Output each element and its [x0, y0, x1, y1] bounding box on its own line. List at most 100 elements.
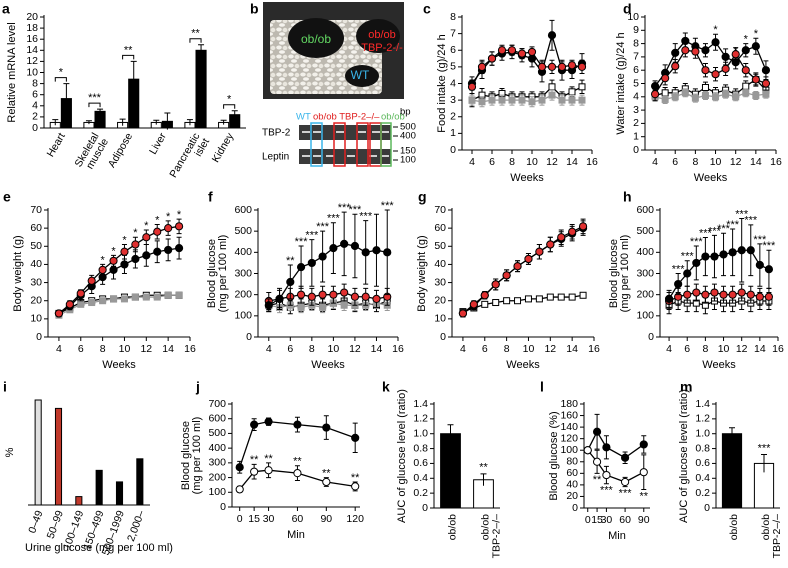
data-point [711, 70, 720, 79]
data-point [507, 46, 517, 55]
x-tick-label: 12 [730, 156, 742, 168]
data-point [350, 241, 360, 251]
x-tick-label: 90 [638, 514, 650, 526]
bar [136, 458, 144, 506]
x-tick-label: 120 [346, 513, 364, 525]
y-tick-label: 5 [633, 77, 639, 89]
data-point [142, 251, 151, 260]
error-bar [198, 44, 205, 56]
x-tick-label: 14 [566, 343, 578, 355]
bar [54, 407, 63, 506]
data-point [142, 233, 151, 242]
y-axis-label: Blood glucose [180, 421, 192, 490]
data-point [164, 245, 173, 255]
x-tick-label: 8 [509, 156, 515, 168]
data-point [671, 48, 680, 58]
x-axis-label: Weeks [702, 359, 736, 371]
x-tick-label: 12 [140, 343, 152, 355]
y-tick-label: 0 [648, 331, 654, 343]
data-point [547, 31, 557, 40]
x-tick-label: 10 [718, 343, 730, 355]
x-tick-label: 12 [349, 343, 361, 355]
data-point [264, 301, 273, 310]
error-bar [231, 110, 238, 119]
data-point [528, 98, 536, 106]
y-tick-label: 60 [30, 222, 42, 234]
y-axis-label: (mg per 100 ml) [619, 235, 631, 313]
data-point [174, 244, 184, 253]
data-point [131, 293, 139, 301]
panel-letter: b [250, 1, 259, 17]
y-tick-label: 100 [636, 310, 654, 322]
data-point [469, 300, 478, 309]
data-point [741, 46, 750, 55]
y-tick-label: 14 [26, 44, 38, 56]
x-tick-label: 12 [736, 343, 748, 355]
x-tick-label: 4 [56, 343, 62, 355]
x-tick-label: 8 [504, 343, 510, 355]
series-line [239, 421, 356, 468]
data-point [518, 96, 526, 104]
x-tick-label: 6 [482, 343, 488, 355]
x-tick-label: 10 [526, 156, 538, 168]
y-tick-label: 9 [633, 24, 639, 36]
y-axis-label: AUC of glucose level (ratio) [396, 389, 408, 523]
y-tick-label: 0.6 [695, 457, 710, 469]
x-axis-label: Weeks [506, 359, 540, 371]
data-point [275, 294, 284, 303]
data-point [264, 417, 273, 426]
y-tick-label: 10 [26, 66, 38, 78]
error-bar [63, 83, 70, 114]
error-bar [85, 120, 92, 125]
data-point [538, 96, 546, 104]
data-point [579, 291, 587, 299]
data-point [250, 420, 259, 429]
data-point [681, 89, 689, 97]
data-point [592, 457, 602, 466]
data-point [712, 93, 720, 101]
y-tick-label: 7 [633, 51, 639, 63]
data-point [701, 252, 710, 261]
significance: * [166, 211, 171, 223]
data-point [361, 248, 370, 257]
y-axis-label: % [4, 447, 16, 457]
data-point [578, 96, 586, 104]
data-point [480, 291, 489, 300]
data-point [120, 247, 129, 256]
x-tick-label: 10 [328, 343, 340, 355]
significance: * [122, 234, 127, 246]
lane-label: ob/ob TBP-2–/– [313, 112, 380, 123]
error-bar [119, 118, 126, 126]
panel-letter: h [623, 189, 632, 205]
y-tick-label: 1.0 [413, 427, 428, 439]
data-point [535, 247, 544, 256]
lane-label: WT [296, 112, 311, 123]
y-tick-label: 10 [434, 313, 446, 325]
x-axis-label: Weeks [510, 172, 544, 184]
x-tick-label: 4 [652, 156, 658, 168]
data-point [351, 433, 360, 442]
data-point [701, 91, 709, 99]
y-tick-label: 2 [32, 111, 38, 123]
x-tick-label: ob/ob [728, 514, 740, 540]
data-point [361, 292, 370, 301]
marker-size: 150 [400, 146, 416, 157]
y-tick-label: 80 [566, 456, 578, 468]
error-bar [447, 424, 454, 443]
data-point [264, 466, 273, 475]
data-point [761, 79, 771, 88]
data-point [488, 96, 496, 104]
data-point [746, 290, 755, 299]
data-point [728, 248, 737, 257]
data-point [751, 42, 760, 51]
x-tick-label: 30 [263, 513, 275, 525]
data-point [602, 470, 611, 480]
series-line [654, 40, 767, 87]
data-point [620, 453, 630, 462]
mouse [356, 19, 400, 53]
data-point [293, 420, 302, 429]
y-tick-label: 30 [434, 276, 446, 288]
x-tick-label: 8 [309, 343, 315, 355]
significance: *** [619, 488, 633, 500]
